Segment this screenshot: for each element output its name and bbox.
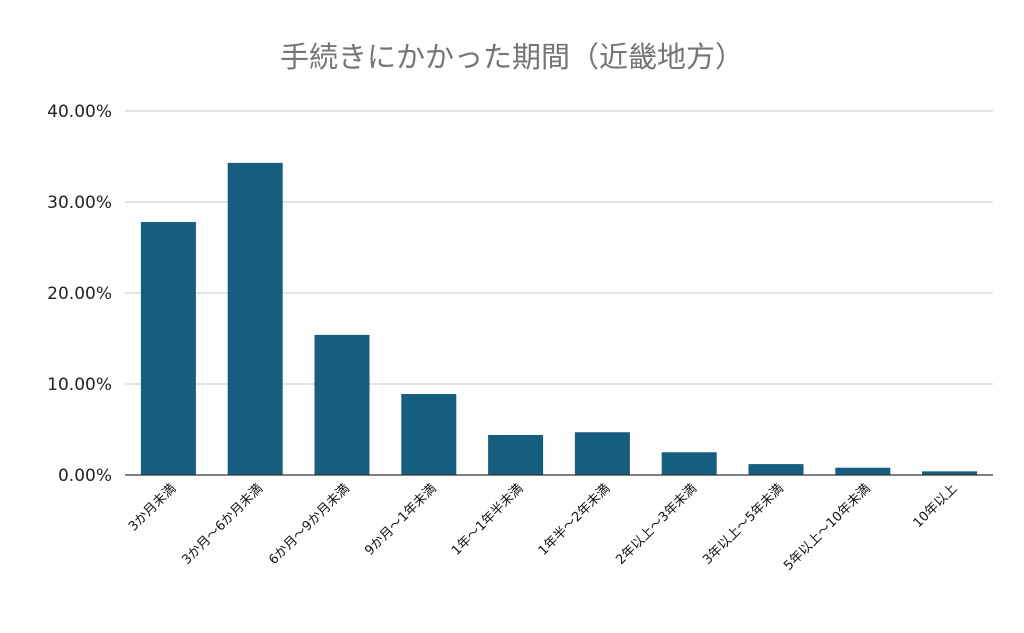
bar xyxy=(140,222,196,475)
bar xyxy=(227,162,283,475)
y-tick-label: 30.00% xyxy=(47,193,112,213)
bar xyxy=(401,394,457,475)
x-tick-label: 1年半～2年未満 xyxy=(536,481,613,558)
y-tick-label: 0.00% xyxy=(58,466,112,486)
bar xyxy=(835,467,891,475)
chart-title: 手続きにかかった期間（近畿地方） xyxy=(280,40,744,74)
x-tick-label: 1年～1年半未満 xyxy=(449,481,526,558)
y-tick-label: 40.00% xyxy=(47,102,112,122)
bar xyxy=(314,334,370,475)
bar xyxy=(922,471,978,475)
bar xyxy=(748,464,804,475)
y-tick-label: 20.00% xyxy=(47,284,112,304)
bar xyxy=(488,434,544,475)
bar xyxy=(661,452,717,475)
y-axis-ticks: 0.00% 10.00% 20.00% 30.00% 40.00% xyxy=(47,102,112,486)
x-tick-label: 9か月～1年未満 xyxy=(362,481,439,558)
x-tick-label: 5年以上～10年未満 xyxy=(781,481,874,574)
bars xyxy=(140,162,978,475)
x-tick-label: 3か月未満 xyxy=(126,481,179,534)
x-axis-ticks: 3か月未満 3か月～6か月未満 6か月～9か月未満 9か月～1年未満 1年～1年半未満 1… xyxy=(126,481,960,574)
x-tick-label: 2年以上～3年未満 xyxy=(613,481,700,568)
x-tick-label: 6か月～9か月未満 xyxy=(266,481,353,568)
x-tick-label: 10年以上 xyxy=(911,481,961,531)
x-tick-label: 3か月～6か月未満 xyxy=(179,481,266,568)
x-tick-label: 3年以上～5年未満 xyxy=(700,481,787,568)
y-tick-label: 10.00% xyxy=(47,375,112,395)
bar xyxy=(574,432,630,475)
